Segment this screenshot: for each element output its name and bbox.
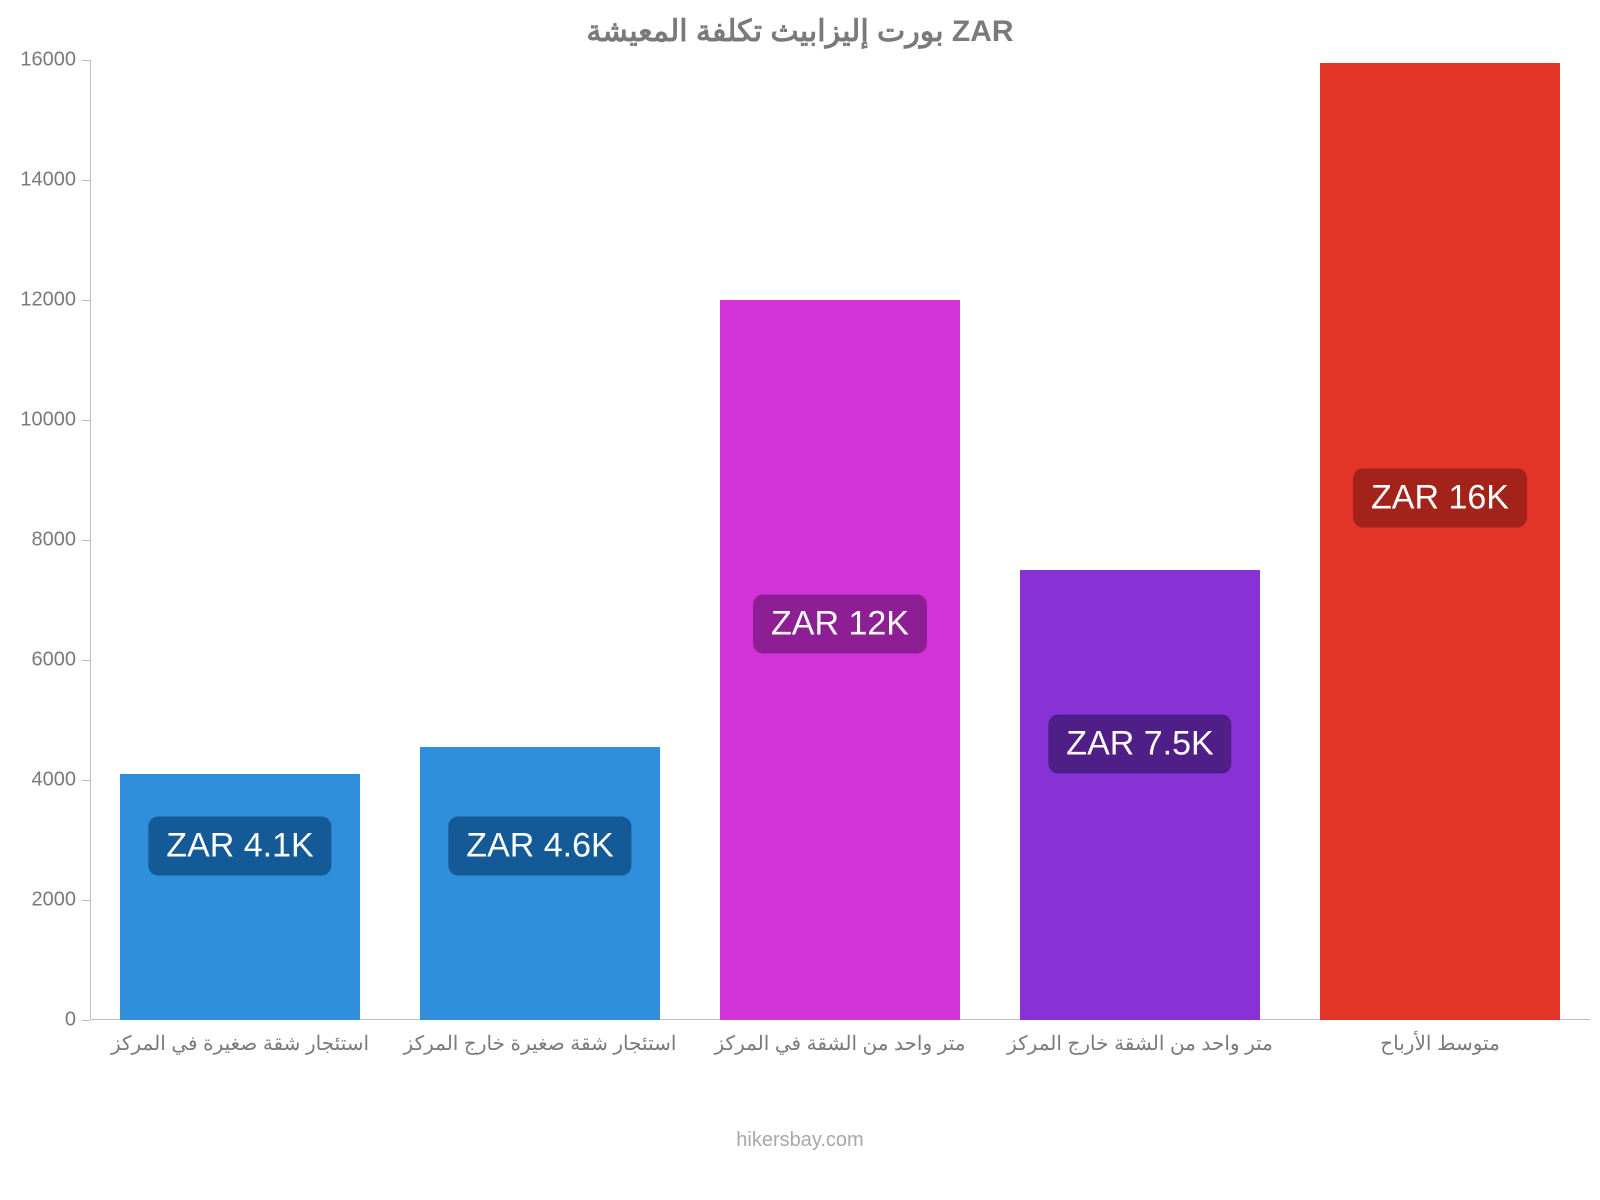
y-axis <box>90 60 91 1020</box>
y-tick-label: 6000 <box>32 649 77 672</box>
x-tick-label: استئجار شقة صغيرة في المركز <box>111 1031 369 1056</box>
y-tick-label: 10000 <box>20 409 76 432</box>
bar <box>120 774 360 1020</box>
value-label: ZAR 4.6K <box>448 817 631 876</box>
y-tick-label: 4000 <box>32 769 77 792</box>
attribution-text: hikersbay.com <box>0 1129 1600 1152</box>
y-tick-label: 12000 <box>20 289 76 312</box>
y-tick <box>82 660 90 661</box>
y-tick <box>82 900 90 901</box>
value-label: ZAR 7.5K <box>1048 715 1231 774</box>
x-tick-label: متر واحد من الشقة في المركز <box>715 1031 966 1056</box>
chart-title: بورت إليزابيث تكلفة المعيشة ZAR <box>0 14 1600 49</box>
y-tick-label: 2000 <box>32 889 77 912</box>
bar <box>420 747 660 1020</box>
value-label: ZAR 16K <box>1353 469 1527 528</box>
y-tick <box>82 540 90 541</box>
y-tick-label: 16000 <box>20 49 76 72</box>
y-tick <box>82 420 90 421</box>
y-tick <box>82 60 90 61</box>
y-tick-label: 14000 <box>20 169 76 192</box>
value-label: ZAR 12K <box>753 595 927 654</box>
y-tick <box>82 180 90 181</box>
x-tick-label: استئجار شقة صغيرة خارج المركز <box>404 1031 677 1056</box>
y-tick-label: 8000 <box>32 529 77 552</box>
bar <box>1320 63 1560 1020</box>
y-tick <box>82 1020 90 1021</box>
bar <box>1020 570 1260 1020</box>
bar <box>720 300 960 1020</box>
x-tick-label: متوسط الأرباح <box>1380 1031 1500 1056</box>
plot-area: 0200040006000800010000120001400016000است… <box>90 60 1590 1020</box>
y-tick <box>82 300 90 301</box>
value-label: ZAR 4.1K <box>148 817 331 876</box>
x-tick-label: متر واحد من الشقة خارج المركز <box>1007 1031 1273 1056</box>
chart-container: بورت إليزابيث تكلفة المعيشة ZAR 02000400… <box>0 0 1600 1200</box>
y-tick-label: 0 <box>65 1009 76 1032</box>
y-tick <box>82 780 90 781</box>
